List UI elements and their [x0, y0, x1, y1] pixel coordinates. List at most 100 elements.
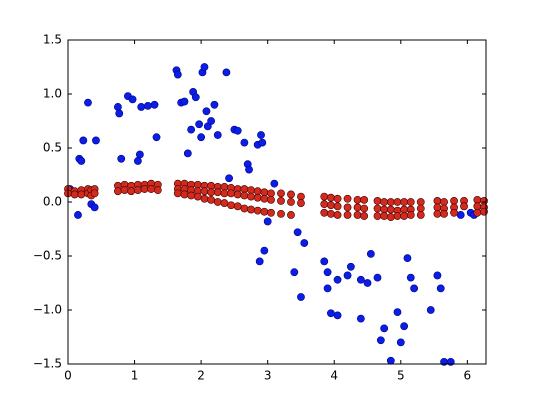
- point: [373, 197, 382, 205]
- y-tick-label: −0.5: [33, 249, 62, 263]
- point: [253, 206, 262, 215]
- point: [386, 198, 395, 206]
- point: [343, 194, 352, 203]
- point: [128, 95, 137, 104]
- point: [173, 189, 182, 198]
- point: [277, 209, 285, 218]
- point: [393, 308, 402, 317]
- point: [400, 212, 409, 220]
- point: [260, 207, 269, 216]
- point: [247, 205, 255, 214]
- point: [247, 192, 255, 201]
- point: [380, 324, 389, 333]
- x-tick-label: 3: [264, 369, 272, 383]
- point: [333, 275, 342, 284]
- point: [327, 201, 335, 210]
- point: [396, 338, 405, 347]
- point: [343, 203, 352, 212]
- point: [173, 70, 182, 79]
- point: [473, 195, 482, 204]
- point: [240, 138, 249, 147]
- point: [183, 149, 192, 158]
- point: [353, 203, 362, 212]
- point: [356, 314, 365, 323]
- point: [147, 185, 156, 193]
- point: [460, 202, 468, 211]
- point: [210, 100, 219, 109]
- point: [114, 187, 122, 196]
- point: [120, 186, 129, 195]
- point: [233, 190, 242, 199]
- point: [84, 98, 92, 107]
- point: [197, 133, 206, 142]
- point: [152, 133, 161, 142]
- point: [207, 188, 216, 197]
- y-tick-label: 1.5: [43, 33, 62, 47]
- point: [133, 157, 142, 165]
- y-tick-label: −1.5: [33, 357, 62, 371]
- point: [117, 154, 126, 163]
- point: [480, 207, 488, 216]
- point: [127, 187, 136, 196]
- point: [400, 322, 409, 331]
- point: [267, 189, 275, 198]
- point: [380, 205, 389, 214]
- point: [202, 107, 211, 116]
- x-tick-label: 0: [64, 369, 72, 383]
- point: [386, 356, 395, 365]
- point: [436, 284, 445, 293]
- point: [70, 190, 79, 199]
- point: [333, 211, 342, 219]
- point: [293, 228, 302, 237]
- point: [343, 271, 352, 280]
- point: [227, 201, 235, 210]
- point: [386, 213, 395, 222]
- point: [356, 275, 365, 284]
- x-tick-label: 5: [397, 369, 405, 383]
- y-tick-label: 0.5: [43, 141, 62, 155]
- point: [440, 209, 448, 218]
- point: [380, 198, 389, 206]
- point: [253, 187, 262, 196]
- point: [333, 194, 342, 203]
- point: [393, 198, 402, 206]
- point: [376, 336, 385, 345]
- point: [323, 284, 332, 293]
- point: [400, 198, 409, 206]
- point: [222, 68, 231, 77]
- point: [416, 204, 425, 213]
- point: [400, 205, 409, 214]
- point: [290, 268, 299, 277]
- point: [200, 194, 209, 203]
- point: [90, 203, 99, 212]
- point: [143, 101, 152, 110]
- point: [267, 195, 275, 204]
- point: [433, 203, 442, 212]
- point: [258, 138, 267, 147]
- point: [373, 204, 382, 213]
- point: [114, 103, 122, 111]
- point: [433, 197, 442, 205]
- point: [140, 185, 149, 193]
- x-tick-label: 2: [197, 369, 205, 383]
- y-tick-label: 0.0: [43, 195, 62, 209]
- point: [255, 257, 264, 266]
- point: [360, 204, 369, 213]
- point: [213, 198, 222, 206]
- point: [346, 262, 355, 271]
- point: [79, 136, 88, 145]
- point: [74, 211, 82, 219]
- y-tick-label: 1.0: [43, 87, 62, 101]
- point: [416, 211, 425, 219]
- point: [473, 208, 482, 217]
- point: [187, 191, 196, 200]
- point: [150, 100, 159, 109]
- point: [323, 268, 332, 277]
- point: [277, 189, 285, 198]
- point: [300, 239, 309, 247]
- point: [327, 209, 335, 218]
- point: [77, 190, 86, 199]
- point: [473, 202, 482, 211]
- point: [77, 157, 86, 165]
